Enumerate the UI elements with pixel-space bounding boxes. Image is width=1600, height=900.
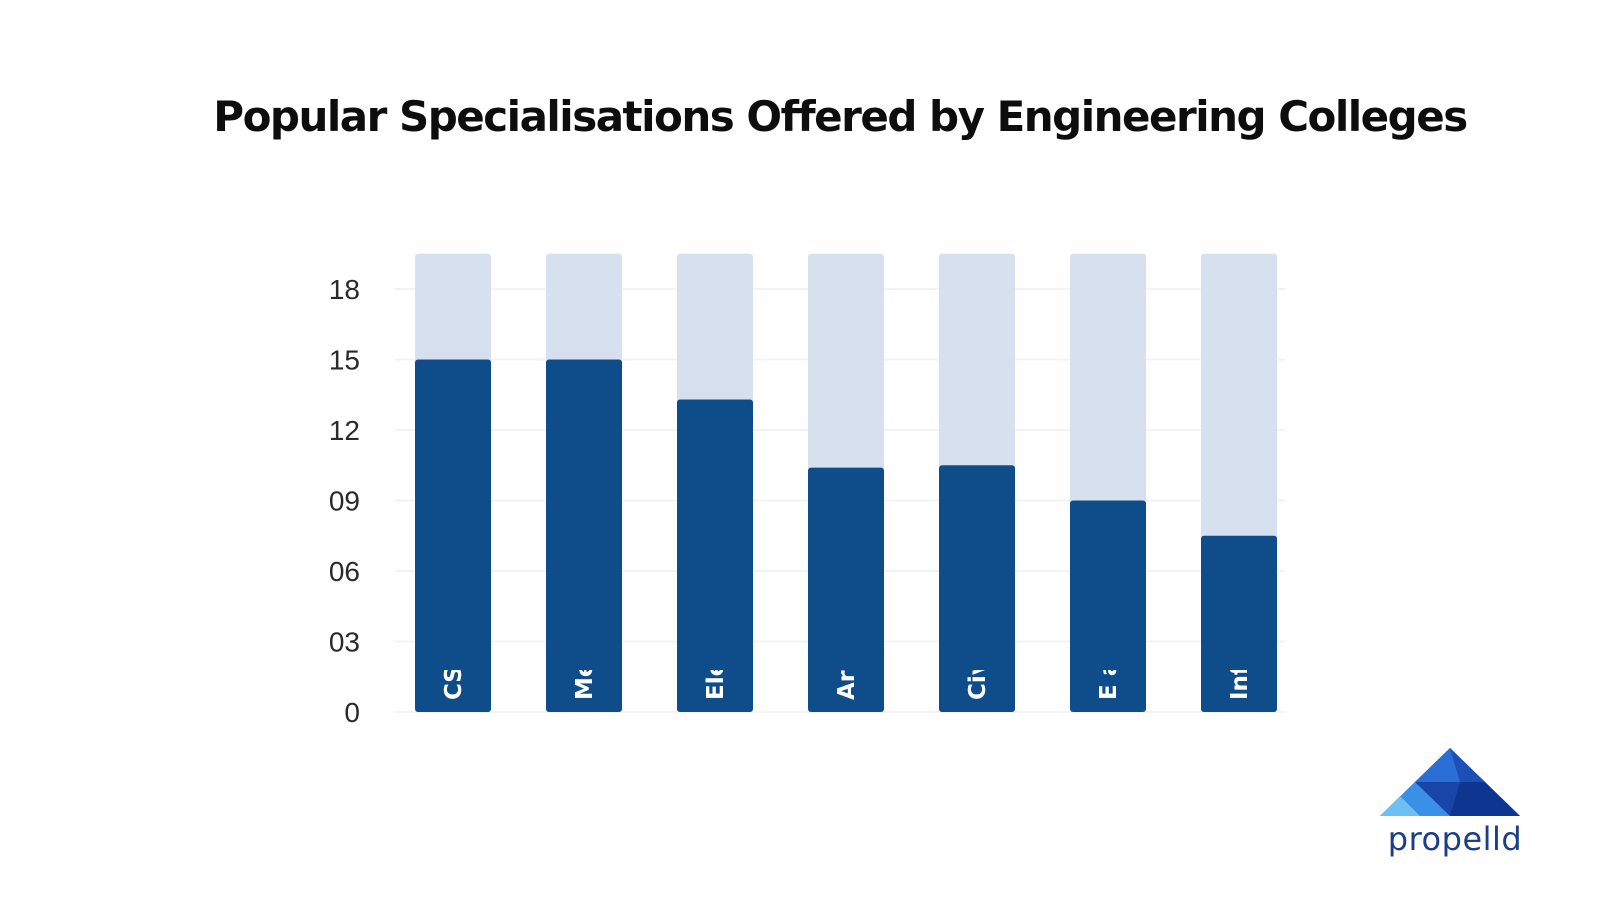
bar-label: Civil Engineering :10+ bbox=[965, 412, 991, 700]
bar bbox=[415, 359, 491, 712]
y-tick-label: 06 bbox=[329, 556, 360, 587]
bar bbox=[1070, 500, 1146, 712]
y-axis: 0 03 06 09 12 15 18 bbox=[329, 274, 360, 728]
bar-group: Electrical Engineering : 13Electrical En… bbox=[677, 253, 753, 712]
propelld-logo: propelld bbox=[1380, 748, 1540, 868]
bar-label: E and Communication: 9+ bbox=[1096, 366, 1122, 700]
bar-label: Electrical Engineering : 13 bbox=[703, 359, 729, 700]
chart-title: Popular Specialisations Offered by Engin… bbox=[213, 92, 1468, 141]
y-tick-label: 03 bbox=[329, 627, 360, 658]
bar-group: Information Technology : 7+Information T… bbox=[1201, 253, 1277, 712]
y-tick-label: 12 bbox=[329, 415, 360, 446]
bar-label: Artificial Intelligence : 10+ bbox=[834, 353, 860, 700]
bar-group: Artificial Intelligence : 10+Artificial … bbox=[808, 253, 884, 712]
bar-group: Mechanical Engineering: 15+Mechanical En… bbox=[546, 253, 622, 712]
logo-wordmark: propelld bbox=[1387, 820, 1523, 858]
y-tick-label: 0 bbox=[344, 697, 360, 728]
bar-label: Mechanical Engineering: 15+ bbox=[572, 322, 598, 700]
propelld-logo-icon bbox=[1380, 748, 1520, 816]
y-tick-label: 09 bbox=[329, 486, 360, 517]
y-tick-label: 15 bbox=[329, 345, 360, 376]
bar-label: CS Engineering : 15+ bbox=[441, 426, 467, 700]
bar bbox=[939, 465, 1015, 712]
bar bbox=[677, 399, 753, 712]
bar-group: Civil Engineering :10+Civil Engineering … bbox=[939, 253, 1015, 712]
bar-group: E and Communication: 9+E and Communicati… bbox=[1070, 253, 1146, 712]
bar-group: CS Engineering : 15+CS Engineering : 15+ bbox=[415, 253, 491, 712]
bar bbox=[546, 359, 622, 712]
bar bbox=[808, 467, 884, 712]
y-tick-label: 18 bbox=[329, 274, 360, 305]
bar-label: Information Technology : 7+ bbox=[1227, 333, 1253, 700]
bars: CS Engineering : 15+CS Engineering : 15+… bbox=[415, 253, 1277, 712]
bar bbox=[1201, 535, 1277, 712]
